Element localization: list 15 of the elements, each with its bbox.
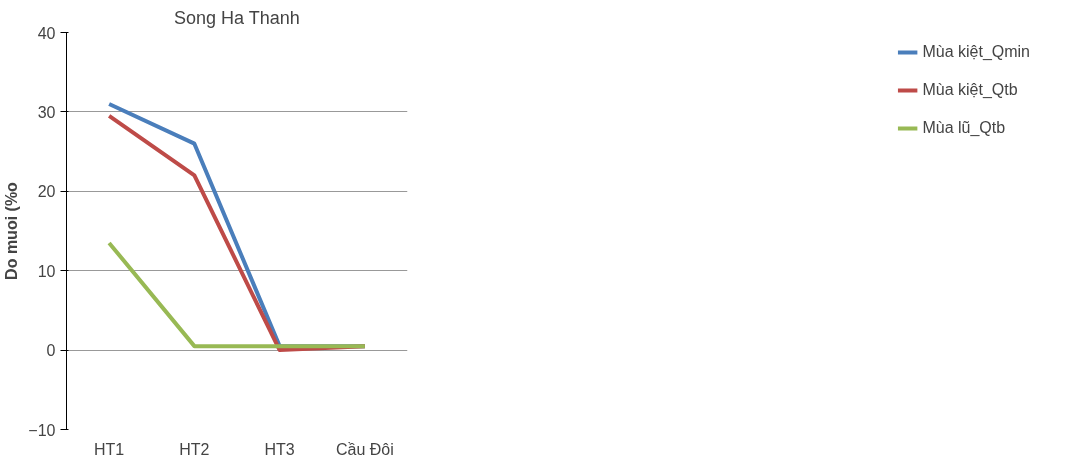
y-tick-label: 40 bbox=[37, 24, 56, 42]
x-tick-label: HT2 bbox=[179, 440, 210, 458]
y-tick-label: 30 bbox=[37, 103, 56, 121]
legend-label: Mùa lũ_Qtb bbox=[922, 119, 1006, 137]
x-tick-label: HT3 bbox=[264, 440, 295, 458]
x-tick-label: HT1 bbox=[94, 440, 125, 458]
legend-label: Mùa kiệt_Qtb bbox=[922, 81, 1018, 99]
y-tick-label: −10 bbox=[28, 421, 56, 439]
y-tick-label: 0 bbox=[46, 342, 56, 360]
legend-label: Mùa kiệt_Qmin bbox=[922, 43, 1030, 61]
x-tick-label: Cầu Đôi bbox=[335, 440, 394, 458]
y-tick-label: 20 bbox=[37, 183, 56, 201]
chart-title: Song Ha Thanh bbox=[173, 7, 300, 28]
y-tick-label: 10 bbox=[37, 262, 56, 280]
y-axis-title: Do muoi (%o bbox=[3, 181, 21, 280]
